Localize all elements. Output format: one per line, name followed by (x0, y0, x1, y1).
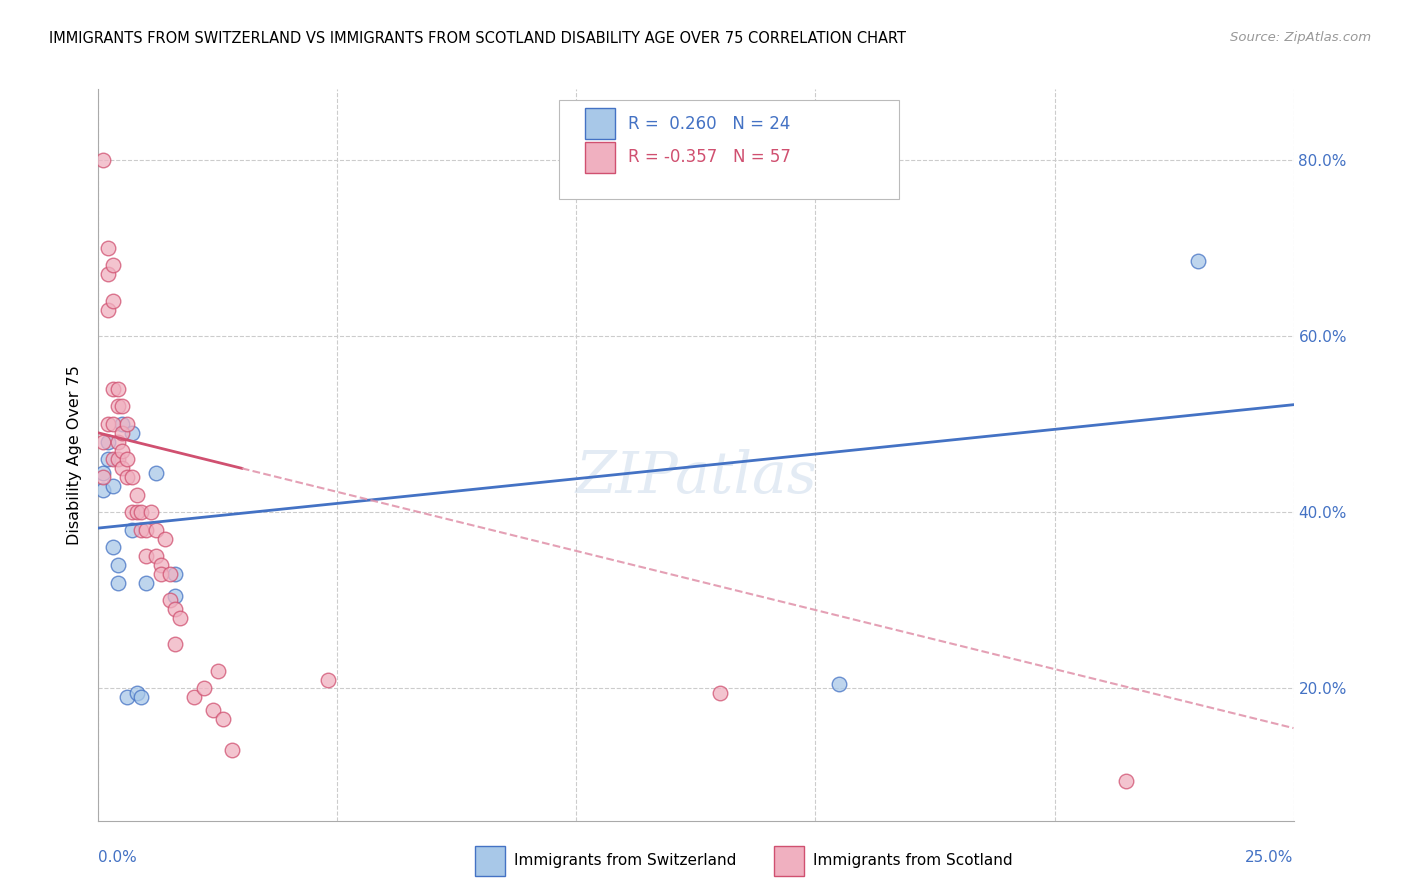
Text: IMMIGRANTS FROM SWITZERLAND VS IMMIGRANTS FROM SCOTLAND DISABILITY AGE OVER 75 C: IMMIGRANTS FROM SWITZERLAND VS IMMIGRANT… (49, 31, 907, 46)
Point (115, 417, 138, 431)
Point (115, 452, 138, 467)
Point (202, 704, 225, 718)
Text: ZIPatlas: ZIPatlas (575, 449, 817, 505)
Text: 0.0%: 0.0% (98, 850, 138, 865)
FancyBboxPatch shape (475, 846, 505, 876)
Point (97, 434, 120, 449)
FancyBboxPatch shape (585, 108, 614, 139)
Point (139, 505, 162, 519)
Point (135, 575, 157, 590)
Point (211, 712, 233, 726)
Point (125, 505, 148, 519)
Point (121, 505, 143, 519)
Point (131, 505, 153, 519)
Point (91, 153, 114, 167)
Point (163, 566, 186, 581)
Text: Source: ZipAtlas.com: Source: ZipAtlas.com (1230, 31, 1371, 45)
Point (125, 487, 148, 501)
Point (131, 523, 153, 537)
Point (159, 593, 181, 607)
Point (828, 677, 851, 691)
Point (155, 532, 177, 546)
Point (91, 470, 114, 484)
Point (183, 690, 205, 705)
Point (135, 523, 157, 537)
Point (159, 566, 181, 581)
Point (107, 382, 129, 396)
Point (131, 690, 153, 705)
Point (115, 470, 138, 484)
Point (125, 686, 148, 700)
Point (121, 425, 143, 440)
Point (101, 479, 124, 493)
Point (97, 417, 120, 431)
Point (221, 743, 243, 757)
Point (121, 470, 143, 484)
Point (107, 400, 129, 414)
Point (111, 425, 134, 440)
Text: R = -0.357   N = 57: R = -0.357 N = 57 (628, 148, 790, 166)
Point (163, 589, 186, 603)
Point (163, 602, 186, 616)
Point (91, 483, 114, 498)
Text: 25.0%: 25.0% (1246, 850, 1294, 865)
Point (111, 400, 134, 414)
Point (91, 434, 114, 449)
Point (207, 664, 229, 678)
Point (101, 541, 124, 555)
Point (107, 434, 129, 449)
Point (107, 575, 129, 590)
Point (111, 461, 134, 475)
Point (193, 681, 215, 696)
Text: R =  0.260   N = 24: R = 0.260 N = 24 (628, 114, 790, 133)
Point (145, 549, 167, 564)
Point (163, 637, 186, 651)
FancyBboxPatch shape (773, 846, 804, 876)
Point (97, 452, 120, 467)
Y-axis label: Disability Age Over 75: Disability Age Over 75 (67, 365, 83, 545)
Point (149, 558, 172, 572)
Point (316, 673, 339, 687)
Point (149, 566, 172, 581)
Point (121, 523, 143, 537)
FancyBboxPatch shape (558, 100, 900, 199)
Point (145, 523, 167, 537)
Point (107, 558, 129, 572)
Point (97, 241, 120, 255)
Point (91, 466, 114, 480)
Point (101, 417, 124, 431)
Point (709, 686, 731, 700)
Point (101, 259, 124, 273)
Point (101, 293, 124, 308)
Point (145, 466, 167, 480)
Point (111, 443, 134, 458)
Point (97, 267, 120, 281)
Point (115, 690, 138, 705)
Text: Immigrants from Switzerland: Immigrants from Switzerland (515, 854, 737, 869)
Point (97, 302, 120, 317)
Point (1187, 254, 1209, 268)
Point (107, 452, 129, 467)
Point (101, 452, 124, 467)
Point (101, 382, 124, 396)
Point (1115, 774, 1137, 789)
Point (135, 549, 157, 564)
Point (169, 611, 191, 625)
Text: Immigrants from Scotland: Immigrants from Scotland (813, 854, 1012, 869)
FancyBboxPatch shape (585, 142, 614, 172)
Point (111, 417, 134, 431)
